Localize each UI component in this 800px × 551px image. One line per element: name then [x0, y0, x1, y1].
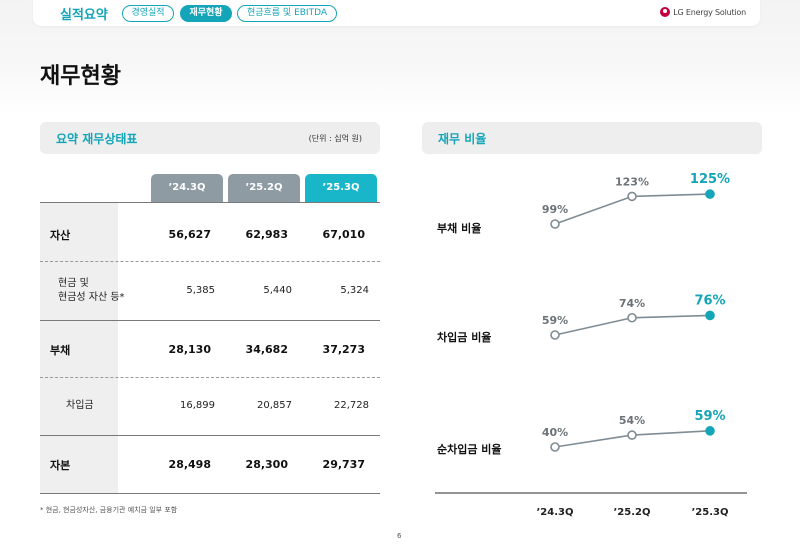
table-top-rule	[40, 202, 380, 203]
table-cell: 67,010	[322, 228, 365, 241]
x-tick-label: ’25.2Q	[614, 507, 651, 518]
data-label: 59%	[694, 409, 725, 424]
row-label-column	[40, 202, 118, 493]
table-cell: 5,324	[340, 285, 369, 296]
data-point	[705, 189, 715, 199]
ratio-panel-header: 재무 비율	[422, 122, 762, 154]
table-divider	[40, 320, 380, 321]
table-cell: 34,682	[245, 343, 288, 356]
row-label-liabilities: 부채	[50, 344, 71, 357]
table-cell: 20,857	[257, 400, 292, 411]
tab-cashflow-ebitda[interactable]: 현금흐름 및 EBITDA	[237, 5, 337, 22]
data-label: 123%	[615, 175, 649, 188]
table-cell: 22,728	[334, 400, 369, 411]
data-label: 54%	[619, 414, 645, 427]
company-logo: LG Energy Solution	[660, 7, 746, 17]
ratio-label-borrowing: 차입금 비율	[437, 331, 492, 344]
table-cell: 56,627	[168, 228, 211, 241]
row-label-borrowings: 차입금	[66, 400, 94, 411]
data-point	[550, 219, 560, 229]
data-point	[627, 312, 637, 323]
row-label-cash-line2: 현금성 자산 등*	[58, 292, 125, 303]
x-tick-label: ’25.3Q	[692, 507, 729, 518]
row-label-assets: 자산	[50, 229, 71, 242]
row-label-equity: 자본	[50, 459, 71, 472]
ratio-line-chart: 99% 123% 125% 59% 74% 76% 40% 54% 59% ’24.3Q ’25.2…	[435, 172, 747, 518]
table-cell: 29,737	[322, 458, 365, 471]
data-point	[550, 442, 560, 452]
data-label: 74%	[619, 297, 645, 310]
row-label-cash-line1: 현금 및	[58, 278, 89, 289]
top-nav-bar: 실적요약 경영실적 재무현황 현금흐름 및 EBITDA LG Energy S…	[33, 0, 760, 26]
page-title: 재무현황	[40, 64, 121, 89]
data-point	[627, 191, 637, 202]
table-cell: 5,385	[186, 285, 215, 296]
row-label-cash: 현금 및 현금성 자산 등*	[58, 277, 125, 305]
table-divider	[40, 435, 380, 436]
column-header-25-2q: ’25.2Q	[228, 174, 300, 202]
column-header-25-3q: ’25.3Q	[305, 174, 377, 202]
footnote: * 현금, 현금성자산, 금융기관 예치금 일부 포함	[40, 506, 178, 514]
ratio-panel-title: 재무 비율	[438, 132, 487, 146]
unit-label: (단위 : 십억 원)	[308, 134, 362, 143]
table-divider	[40, 377, 380, 378]
x-tick-label: ’24.3Q	[537, 507, 574, 518]
table-cell: 28,130	[168, 343, 211, 356]
table-cell: 5,440	[263, 285, 292, 296]
logo-text: LG Energy Solution	[673, 7, 746, 17]
table-cell: 62,983	[245, 228, 288, 241]
column-header-24-3q: ’24.3Q	[151, 174, 223, 202]
table-cell: 37,273	[322, 343, 365, 356]
data-point	[705, 426, 715, 436]
data-label: 125%	[690, 172, 730, 187]
balance-sheet-header: 요약 재무상태표 (단위 : 십억 원)	[40, 122, 380, 154]
ratio-label-net-borrowing: 순차입금 비율	[437, 443, 502, 456]
data-point	[627, 430, 637, 440]
data-label: 59%	[542, 314, 568, 327]
lg-logo-icon	[660, 7, 671, 17]
data-label: 40%	[542, 426, 568, 439]
data-point	[705, 310, 715, 321]
tab-financial-status[interactable]: 재무현황	[180, 5, 232, 22]
section-title: 실적요약	[60, 8, 108, 23]
balance-sheet-title: 요약 재무상태표	[56, 132, 138, 146]
page-number: 6	[397, 532, 402, 540]
data-point	[550, 330, 560, 340]
data-label: 76%	[694, 293, 725, 308]
tab-business-results[interactable]: 경영실적	[122, 5, 174, 22]
table-cell: 28,498	[168, 458, 211, 471]
table-divider	[40, 261, 380, 262]
table-cell: 28,300	[245, 458, 288, 471]
data-label: 99%	[542, 203, 568, 216]
table-cell: 16,899	[180, 400, 215, 411]
table-bottom-rule	[40, 493, 380, 494]
ratio-label-debt: 부채 비율	[437, 222, 482, 235]
